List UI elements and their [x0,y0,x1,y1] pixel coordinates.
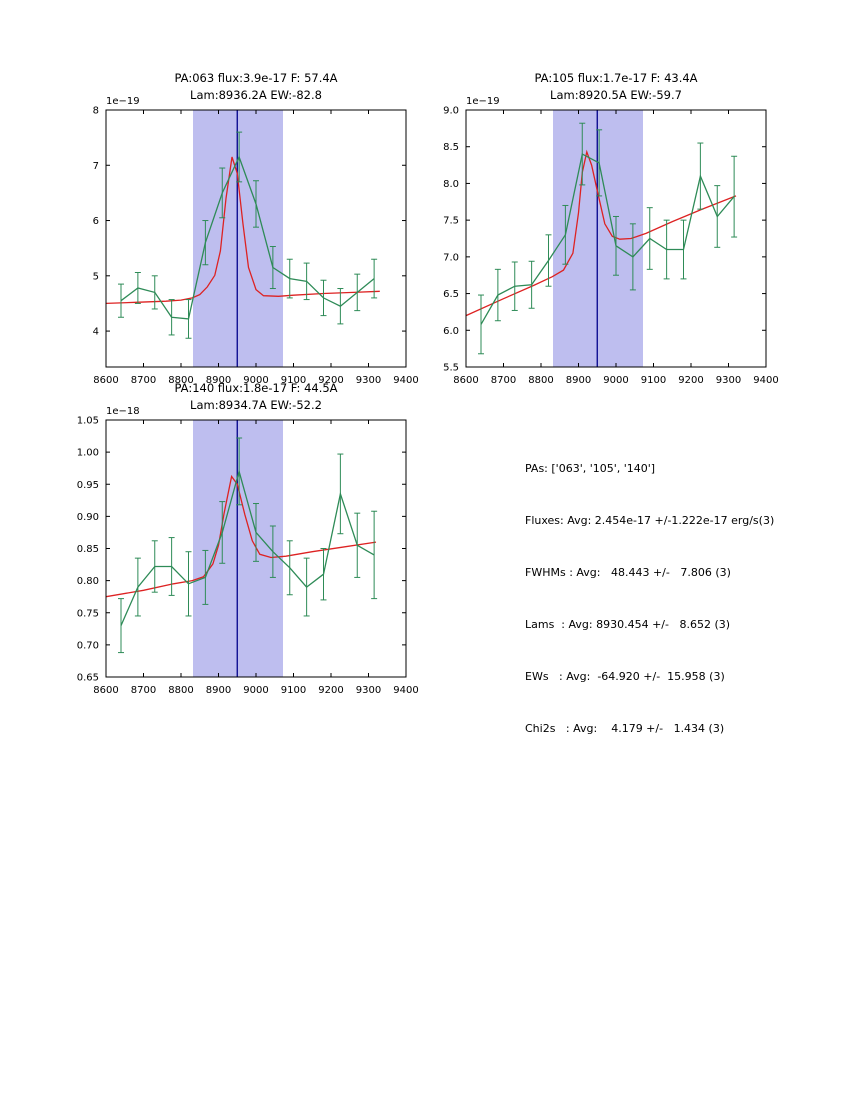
y-tick-label: 0.65 [77,673,99,684]
stats-line-chi2s: Chi2s : Avg: 4.179 +/- 1.434 (3) [525,722,725,735]
y-tick-label: 0.85 [77,544,99,555]
x-tick-label: 8900 [206,685,231,696]
stats-line-pas: PAs: ['063', '105', '140'] [525,462,656,475]
stats-line-ews: EWs : Avg: -64.920 +/- 15.958 (3) [525,670,725,683]
stats-line-fluxes: Fluxes: Avg: 2.454e-17 +/-1.222e-17 erg/… [525,514,775,527]
tick-marks [105,419,407,678]
y-tick-label: 0.80 [77,576,99,587]
y-tick-label: 6.0 [443,326,459,337]
x-tick-label: 9300 [716,375,741,386]
axis-offset-label: 1e−19 [106,96,140,107]
fit-window-band [193,420,283,677]
x-tick-label: 9200 [318,375,343,386]
y-tick-label: 0.95 [77,480,99,491]
chart-pa063: 8600 8700 8800 8900 9000 9100 9200 9300 9400 4 5 6 7… [93,71,419,386]
y-tick-label: 0.90 [77,512,99,523]
y-tick-label: 8.0 [443,179,459,190]
y-tick-label: 4 [93,327,99,338]
chart-pa105: 8600 8700 8800 8900 9000 9100 9200 9300 9400 5.5 6… [443,71,779,386]
chart-title-line1: PA:063 flux:3.9e-17 F: 57.4A [174,71,337,85]
x-tick-label: 9200 [318,685,343,696]
chart-pa140: 8600 8700 8800 8900 9000 9100 9200 9300 9400 0.65… [77,381,419,696]
tick-marks [465,109,767,368]
x-tick-label: 8800 [528,375,553,386]
x-tick-label: 9100 [281,685,306,696]
y-tick-label: 7 [93,161,99,172]
x-tick-label: 9400 [393,685,418,696]
x-tick-label: 8600 [93,375,118,386]
y-tick-label: 6.5 [443,289,459,300]
x-tick-label: 8600 [453,375,478,386]
y-tick-label: 6 [93,216,99,227]
y-tick-label: 1.00 [77,448,99,459]
x-tick-label: 9100 [641,375,666,386]
chart-title-line2: Lam:8934.7A EW:-52.2 [190,398,322,412]
x-tick-label: 9300 [356,685,381,696]
y-tick-label: 8 [93,106,99,117]
axis-offset-label: 1e−19 [466,96,500,107]
stats-line-fwhms: FWHMs : Avg: 48.443 +/- 7.806 (3) [525,566,731,579]
y-tick-label: 0.70 [77,640,99,651]
x-tick-label: 9200 [678,375,703,386]
x-tick-label: 9300 [356,375,381,386]
stats-panel: PAs: ['063', '105', '140'] Fluxes: Avg: … [525,430,774,768]
axis-offset-label: 1e−18 [106,406,140,417]
x-tick-label: 8900 [566,375,591,386]
y-tick-label: 1.05 [77,416,99,427]
x-tick-label: 9000 [243,685,268,696]
x-tick-label: 8700 [131,375,156,386]
x-tick-label: 9400 [393,375,418,386]
fit-line [106,156,380,305]
x-tick-label: 8700 [131,685,156,696]
x-tick-label: 8600 [93,685,118,696]
y-tick-label: 5 [93,271,99,282]
spectrum-line [120,155,375,320]
x-tick-label: 8900 [206,375,231,386]
y-tick-label: 5.5 [443,363,459,374]
x-tick-label: 8800 [168,685,193,696]
y-tick-label: 7.5 [443,216,459,227]
chart-title-line2: Lam:8920.5A EW:-59.7 [550,88,682,102]
fit-window-band [193,110,283,367]
y-tick-label: 9.0 [443,106,459,117]
x-tick-label: 9400 [753,375,778,386]
chart-title-line1: PA:105 flux:1.7e-17 F: 43.4A [534,71,697,85]
y-tick-label: 8.5 [443,142,459,153]
x-tick-label: 8800 [168,375,193,386]
chart-title-line2: Lam:8936.2A EW:-82.8 [190,88,322,102]
stats-line-lams: Lams : Avg: 8930.454 +/- 8.652 (3) [525,618,731,631]
x-tick-label: 9000 [603,375,628,386]
spectrum-line [120,468,375,626]
tick-marks [105,109,407,367]
x-tick-label: 8700 [491,375,516,386]
y-tick-label: 0.75 [77,608,99,619]
y-tick-label: 7.0 [443,252,459,263]
x-tick-label: 9000 [243,375,268,386]
chart-title-line1: PA:140 flux:1.8e-17 F: 44.5A [174,381,337,395]
fit-line [466,149,737,317]
spectrum-line [480,153,735,325]
fit-line [106,474,377,598]
x-tick-label: 9100 [281,375,306,386]
